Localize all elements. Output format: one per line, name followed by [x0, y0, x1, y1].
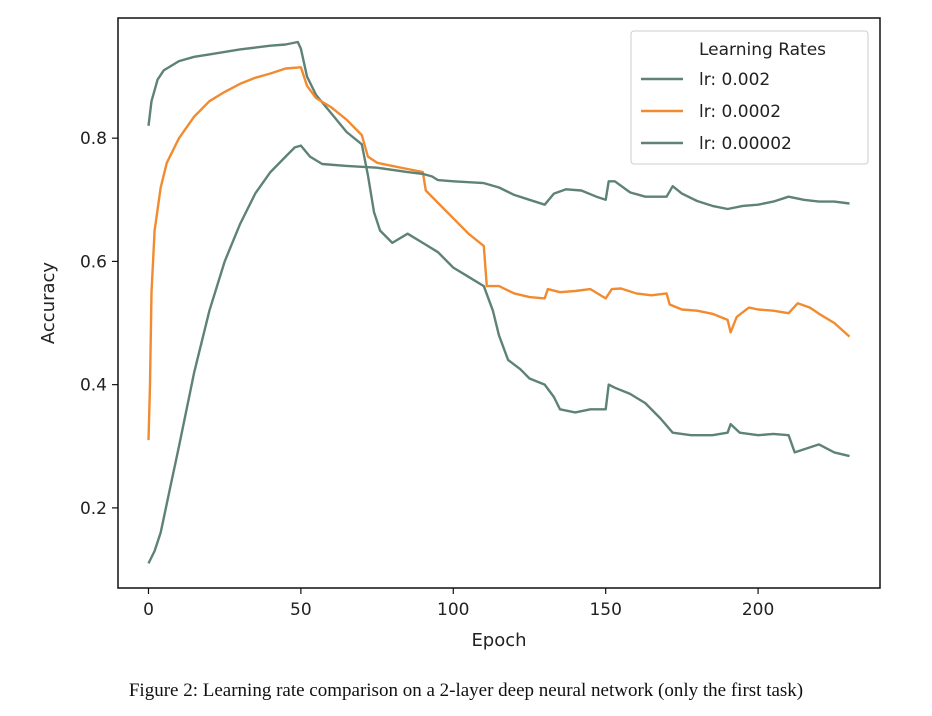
series-line-1 [147, 40, 850, 458]
x-tick-label: 50 [290, 600, 312, 620]
x-tick-label: 150 [589, 600, 621, 620]
legend-label: lr: 0.002 [699, 70, 770, 90]
y-axis-label: Accuracy [38, 262, 59, 345]
series-line-3 [147, 144, 850, 564]
line-chart: 0 50 100 150 200 0.2 0.4 0.6 0.8 Epoch Accuracy… [38, 17, 881, 651]
legend-box [630, 30, 869, 165]
figure-caption: Figure 2: Learning rate comparison on a … [128, 680, 804, 701]
x-tick-label: 200 [742, 600, 774, 620]
y-axis-ticks: 0.2 0.4 0.6 0.8 [80, 129, 118, 519]
x-axis-ticks: 0 50 100 150 200 [143, 588, 774, 620]
series-line-2 [147, 66, 851, 441]
x-axis-label: Epoch [471, 630, 526, 651]
series-group [147, 40, 851, 564]
y-tick-label: 0.2 [80, 499, 107, 519]
y-tick-label: 0.6 [80, 252, 107, 272]
y-tick-label: 0.8 [80, 129, 107, 149]
x-tick-label: 100 [437, 600, 469, 620]
legend-label: lr: 0.00002 [699, 134, 792, 154]
legend-title: Learning Rates [699, 40, 826, 60]
y-tick-label: 0.4 [80, 376, 107, 396]
legend-label: lr: 0.0002 [699, 102, 781, 122]
legend-items: lr: 0.002 lr: 0.0002 lr: 0.00002 [641, 70, 792, 154]
x-tick-label: 0 [143, 600, 154, 620]
